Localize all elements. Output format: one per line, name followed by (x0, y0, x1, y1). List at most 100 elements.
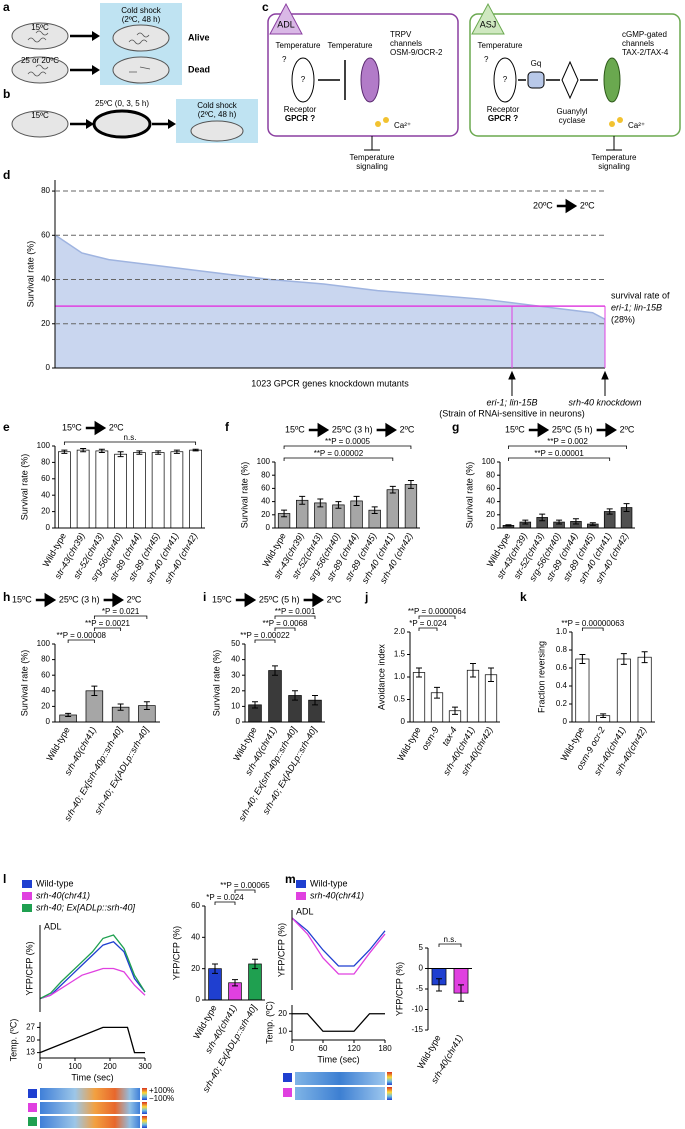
error-bar (61, 449, 68, 454)
error-bar (572, 518, 579, 525)
marker-arrow (508, 370, 516, 396)
bar (114, 453, 127, 529)
y-tick-label: 60 (486, 484, 495, 493)
marker-label: eri-1; lin-15B (486, 397, 537, 407)
title-part: 25ºC (3 h) (59, 594, 100, 604)
error-bar (281, 509, 288, 518)
heatmap-key (283, 1073, 292, 1082)
bar (404, 484, 418, 529)
error-bar (80, 447, 87, 453)
trace-line (39, 934, 146, 1000)
title-part: 15ºC (212, 594, 232, 604)
y-axis-label: Survival rate (%) (19, 650, 29, 717)
panel-letter: b (3, 87, 10, 101)
significance-bracket (283, 445, 412, 449)
plate (11, 22, 69, 50)
bar (616, 658, 631, 723)
output: signaling (356, 162, 388, 171)
y-tick-label: 20 (41, 702, 50, 711)
x-tick-label: Wild-type (395, 725, 422, 762)
trace-line (39, 967, 146, 1000)
bar (133, 452, 146, 529)
error-bar (620, 653, 627, 665)
y-tick-label: -10 (411, 1005, 423, 1014)
temp-label: 25ºC (0, 3, 5 h) (95, 99, 149, 108)
panel-letter: e (3, 420, 10, 434)
x-axis-label: Time (sec) (71, 1072, 113, 1082)
marker-arrow (601, 370, 609, 396)
title-arrow (556, 198, 578, 214)
panel-letter: g (452, 420, 459, 434)
y-tick-label: 100 (37, 441, 51, 450)
y-tick-label: 5 (419, 943, 424, 952)
title-part: 15ºC (12, 594, 32, 604)
significance-label: **P = 0.00065 (220, 881, 270, 890)
plate (190, 120, 244, 142)
heatmap-key (28, 1103, 37, 1112)
temp-label: 15ºC (31, 23, 49, 32)
bar (151, 452, 165, 529)
title-arrow (235, 592, 257, 608)
significance-label: *P = 0.021 (102, 607, 140, 616)
neuron-name: ASJ (480, 19, 497, 29)
legend-swatch (22, 880, 32, 888)
significance-bracket (508, 457, 611, 461)
bar (466, 669, 480, 723)
panel-letter: f (225, 420, 230, 434)
y-tick-label: 40 (486, 497, 495, 506)
y-tick-label: 40 (41, 686, 50, 695)
panel-b: b 15ºC 25ºC (0, 3, 5 h) Cold shock (2ºC,… (3, 87, 258, 143)
channel-label: cGMP-gated (622, 30, 667, 39)
receptor-label: Receptor (284, 105, 317, 114)
significance-bracket (581, 627, 604, 631)
y-axis-label: YFP/CFP (%) (24, 941, 34, 995)
error-bar (641, 651, 648, 664)
error-bar (335, 501, 342, 509)
arrow-head (92, 31, 100, 75)
cell-label: ADL (296, 906, 314, 916)
heatmap (295, 1087, 385, 1100)
y-tick-label: 0.5 (394, 695, 406, 704)
title-arrow (303, 592, 324, 608)
ion (609, 121, 615, 127)
significance-label: **P = 0.00001 (534, 449, 584, 458)
colorbar (387, 1072, 392, 1085)
y-axis-label: Temp. (ºC) (8, 1019, 18, 1062)
error-bar (136, 450, 143, 455)
heatmap-key (283, 1088, 292, 1097)
plate (11, 56, 69, 84)
error-bar (623, 503, 630, 512)
plate (112, 24, 170, 52)
panel-letter: i (203, 590, 206, 604)
y-tick-label: -15 (411, 1025, 423, 1034)
title-arrow (528, 422, 550, 438)
panel-letter: d (3, 168, 10, 182)
inhibit (606, 136, 622, 151)
error-bar (556, 519, 563, 525)
significance-bracket (438, 943, 462, 947)
y-tick-label: 40 (231, 655, 240, 664)
error-bar (452, 706, 458, 715)
x-tick-label: 180 (378, 1044, 392, 1053)
y-axis-label: Survival rate (%) (19, 454, 29, 521)
temp-label: 25 or 20ºC (21, 56, 59, 65)
outcome: Alive (188, 32, 210, 42)
y-tick-label: 20 (486, 510, 495, 519)
channel-label: TRPV (390, 30, 412, 39)
bar (386, 489, 399, 529)
question: ? (484, 55, 489, 64)
channel-label: channels (622, 39, 654, 48)
heatmap-key (28, 1117, 37, 1126)
marker-label: srh-40 knockdown (568, 397, 641, 407)
significance-label: **P = 0.00008 (57, 631, 107, 640)
error-bar (458, 984, 464, 1002)
y-tick-label: 0 (419, 964, 424, 973)
error-bar (65, 712, 72, 718)
title-part: 25ºC (3 h) (332, 424, 373, 434)
g-protein (527, 71, 545, 89)
shock-label: Cold shock (197, 101, 238, 110)
significance-label: **P = 0.002 (547, 437, 588, 446)
channel-label: TAX-2/TAX-4 (622, 48, 669, 57)
error-bar (252, 958, 258, 970)
error-bar (470, 663, 476, 678)
